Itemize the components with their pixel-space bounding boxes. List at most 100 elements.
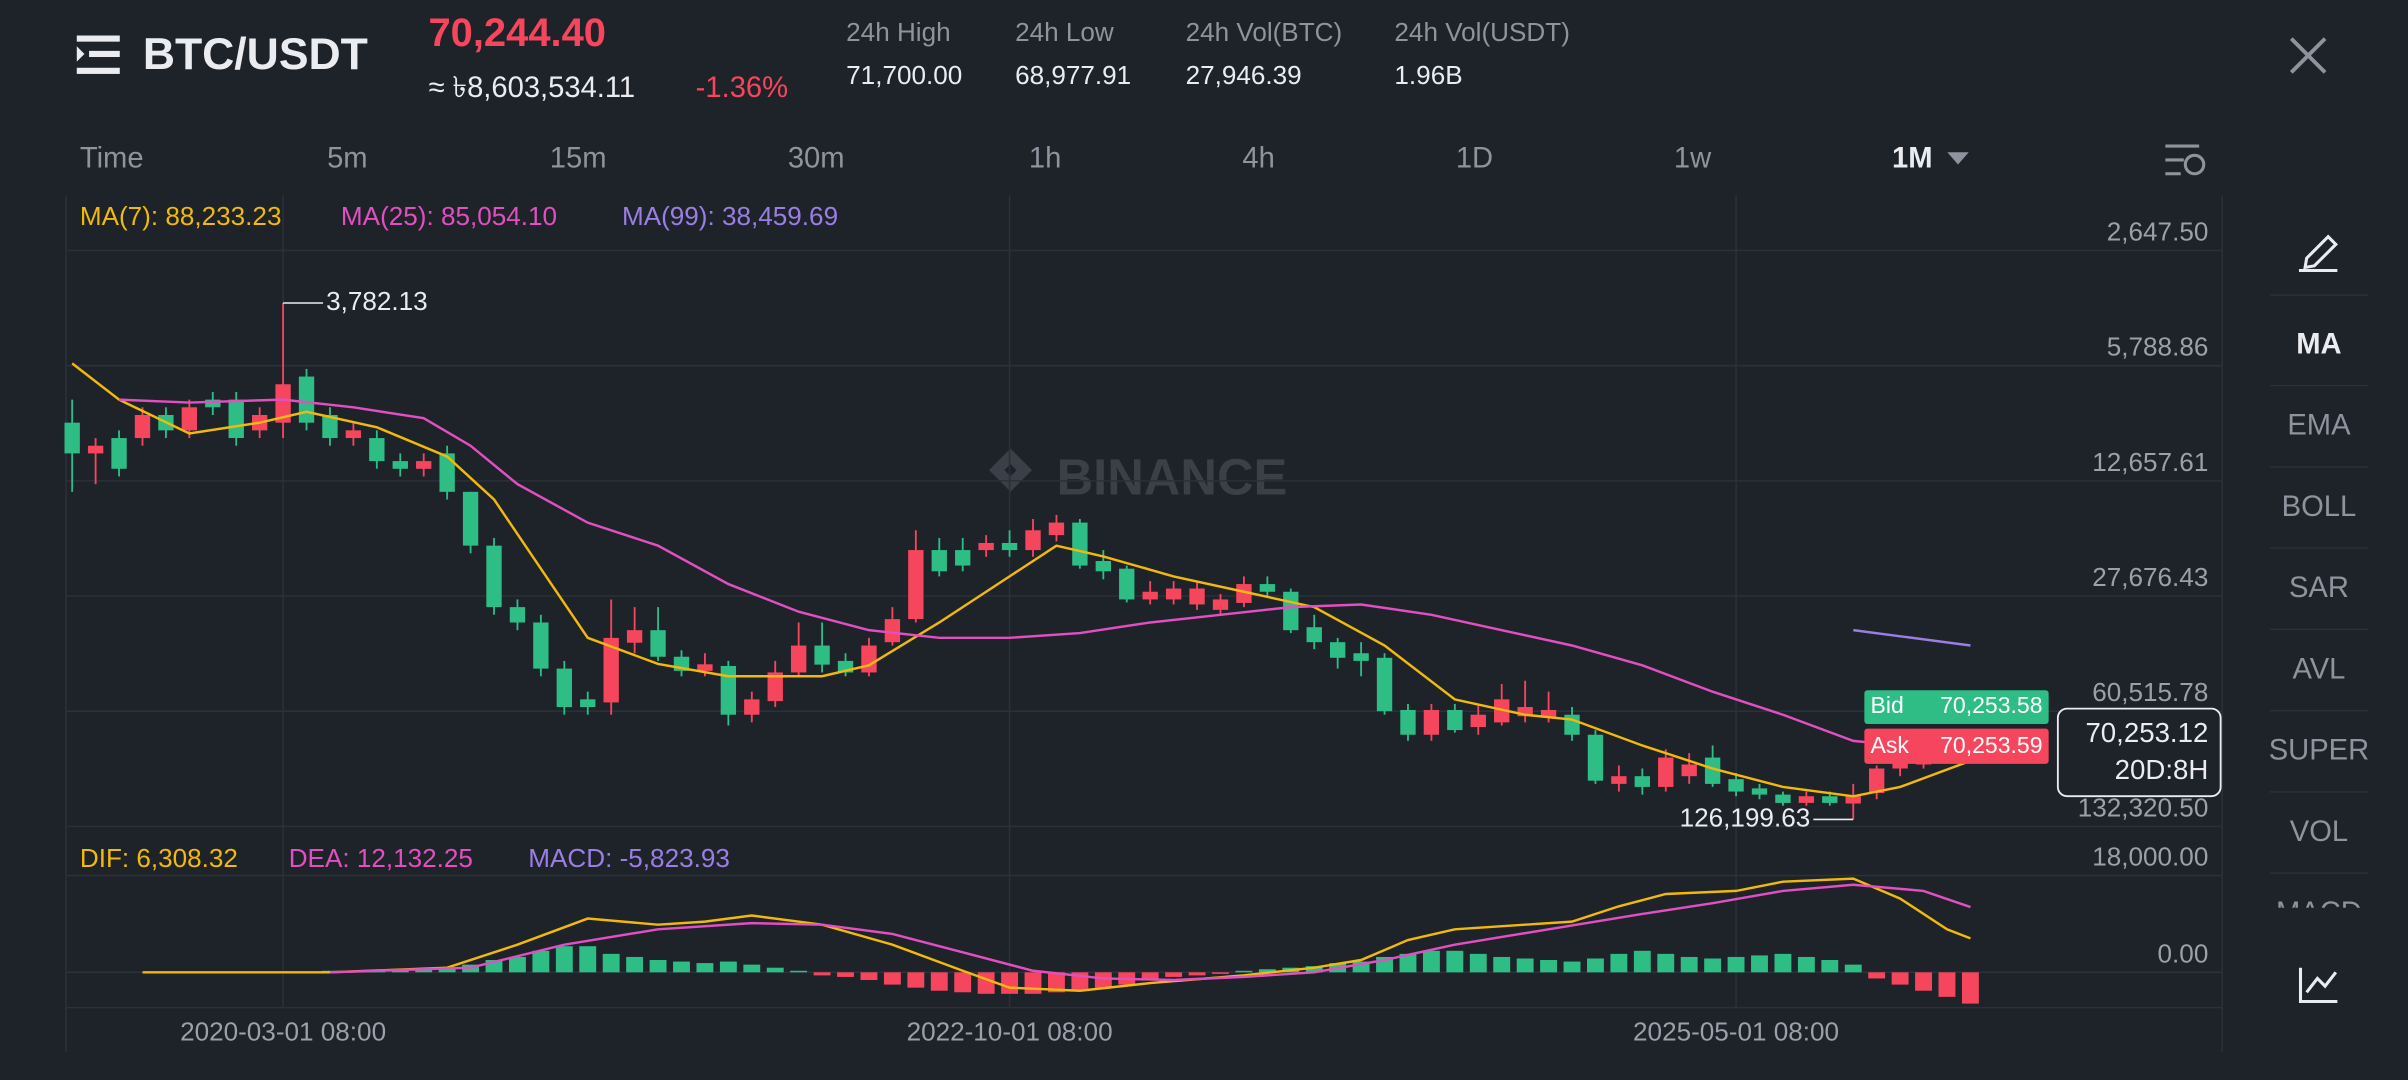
candle-body	[345, 430, 362, 439]
macd-bar	[602, 953, 620, 973]
indicator-sidebar: MA EMA BOLL SAR AVL SUPER VOL MACD	[2269, 294, 2369, 929]
candle-body	[1798, 796, 1815, 803]
interval-tab[interactable]: 15m	[550, 143, 607, 175]
bid-price: 70,253.58	[1940, 692, 2042, 718]
macd-bar	[649, 960, 667, 973]
ask-price: 70,253.59	[1940, 732, 2042, 758]
macd-bar	[1563, 961, 1581, 973]
chart-settings-icon[interactable]	[2165, 144, 2206, 176]
macd-bar	[1235, 970, 1253, 973]
countdown: 20D:8H	[2115, 754, 2209, 785]
candle-body	[580, 699, 596, 708]
stat-value: 27,946.39	[1186, 60, 1302, 90]
candle-body	[298, 376, 315, 423]
candle-body	[1447, 709, 1463, 731]
candle-body	[1259, 584, 1276, 592]
candle-body	[228, 399, 244, 439]
candle-body	[275, 384, 291, 423]
stat-value: 71,700.00	[846, 60, 962, 90]
macd-bar	[696, 963, 714, 973]
macd-bar	[579, 946, 597, 973]
y-tick-label: 18,000.00	[2092, 842, 2208, 872]
indicator-icon[interactable]	[2298, 967, 2338, 1004]
menu-icon[interactable]	[76, 35, 120, 74]
candle-body	[697, 664, 713, 671]
interval-tab[interactable]: 1M	[1892, 143, 1933, 175]
candle-body	[814, 645, 830, 665]
candle-body	[1212, 599, 1229, 610]
y-tick-label: 2,647.50	[2107, 216, 2209, 246]
interval-tab[interactable]: 1w	[1674, 143, 1712, 175]
candle-body	[955, 550, 971, 566]
macd-legend: MACD: -5,823.93	[528, 843, 730, 873]
indicator-tab[interactable]: EMA	[2287, 410, 2351, 442]
price-change: -1.36%	[696, 72, 788, 104]
candle-body	[1564, 714, 1580, 735]
candle-body	[462, 491, 479, 546]
macd-bar	[1844, 964, 1862, 973]
macd-bar	[415, 969, 433, 973]
indicator-tab[interactable]: MA	[2296, 328, 2341, 360]
indicator-tab[interactable]: BOLL	[2282, 491, 2357, 523]
dropdown-arrow	[1947, 152, 1969, 165]
macd-bar	[860, 972, 878, 980]
macd-bar	[719, 961, 737, 973]
candle-body	[1189, 588, 1205, 605]
macd-bar	[1188, 972, 1206, 976]
y-tick-label: 132,320.50	[2078, 792, 2209, 822]
y-tick-label: 0.00	[2158, 938, 2209, 968]
menu-bar	[76, 67, 120, 74]
close-button[interactable]	[2289, 37, 2327, 74]
candle-body	[1306, 627, 1322, 643]
x-tick-label: 2020-03-01 08:00	[180, 1017, 386, 1047]
interval-tab[interactable]: 4h	[1242, 143, 1274, 175]
candle-body	[1025, 530, 1041, 551]
macd-bar	[555, 946, 573, 973]
macd-bar	[1891, 972, 1909, 985]
macd-bar	[1024, 972, 1042, 994]
indicator-tab[interactable]: VOL	[2290, 816, 2348, 848]
candle-body	[533, 622, 549, 669]
macd-bar	[1446, 950, 1464, 973]
max-label: 126,199.63	[1680, 802, 1811, 832]
interval-tab[interactable]: 1h	[1029, 143, 1061, 175]
candle-body	[486, 545, 502, 608]
macd-bar	[837, 972, 854, 977]
macd-bar	[1399, 953, 1417, 973]
interval-tab[interactable]: Time	[80, 143, 144, 175]
interval-tab[interactable]: 1D	[1456, 143, 1493, 175]
macd-bar	[1868, 972, 1886, 979]
chart: Time 5m 15m 30m 1h 4h 1D 1w 1M MA EMA BOLL SAR AVL SUP…	[64, 143, 2369, 1053]
indicator-tab[interactable]: MACD	[2276, 897, 2362, 929]
macd-bar	[1727, 956, 1745, 973]
draw-tool[interactable]	[2298, 234, 2338, 273]
icon-gear	[2183, 153, 2206, 176]
candle-body	[322, 414, 338, 439]
pair-title[interactable]: BTC/USDT	[143, 30, 368, 79]
candle-body	[1470, 714, 1486, 728]
indicator-tab[interactable]: AVL	[2292, 653, 2345, 685]
macd-legend: DIF: 6,308.32	[80, 843, 238, 873]
candle-body	[509, 607, 526, 623]
macd-bar	[532, 950, 550, 973]
macd-bar	[766, 967, 784, 973]
interval-tab[interactable]: 30m	[788, 143, 845, 175]
candle-body	[1119, 568, 1135, 600]
menu-bar	[76, 35, 120, 42]
macd-legend: DEA: 12,132.25	[289, 843, 473, 873]
candle-body	[1728, 779, 1744, 792]
interval-tab[interactable]: 5m	[327, 143, 368, 175]
macd-bar	[1821, 960, 1839, 973]
x-tick-label: 2022-10-01 08:00	[907, 1017, 1113, 1047]
macd-bar	[438, 967, 456, 973]
indicator-tab[interactable]: SUPER	[2269, 735, 2369, 767]
ma-legend: MA(99): 38,459.69	[622, 201, 838, 231]
candle-body	[181, 407, 198, 431]
candle-body	[626, 630, 643, 643]
macd-bar	[1212, 972, 1229, 974]
macd-bar	[1704, 958, 1722, 973]
macd-bar	[1587, 958, 1604, 973]
candle-body	[1400, 709, 1416, 735]
indicator-tab[interactable]: SAR	[2289, 572, 2349, 604]
macd-bar	[1469, 953, 1487, 973]
